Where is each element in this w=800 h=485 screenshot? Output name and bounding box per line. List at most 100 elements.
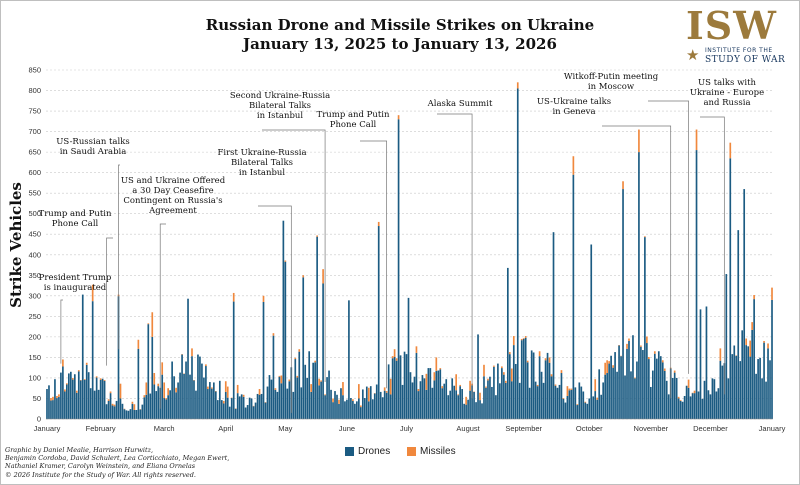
drone-bar	[705, 306, 708, 419]
missile-bar	[677, 396, 680, 399]
drone-bar	[348, 300, 350, 419]
drone-bar	[659, 356, 662, 419]
drone-bar	[352, 400, 354, 419]
drone-bar	[640, 346, 642, 419]
missile-bar	[653, 351, 656, 354]
drone-bar	[765, 381, 767, 419]
drone-bar	[296, 377, 299, 419]
drone-bar	[401, 384, 404, 419]
x-tick-label: September	[505, 424, 542, 433]
missile-bar	[469, 380, 471, 391]
missile-bar	[302, 275, 305, 278]
drone-bar	[757, 359, 759, 419]
drone-bar	[437, 370, 440, 419]
drone-bar	[433, 380, 436, 419]
annotation-leader-line	[118, 164, 120, 350]
drone-bar	[407, 297, 410, 419]
drone-bar	[648, 359, 650, 419]
drone-bar	[403, 351, 406, 419]
missile-bar	[415, 346, 418, 353]
drone-bar	[425, 389, 428, 419]
missile-bar	[648, 357, 650, 360]
drone-bar	[606, 373, 608, 419]
missile-bar	[693, 390, 696, 394]
missile-bar	[338, 399, 340, 404]
drone-bar	[638, 152, 640, 419]
drone-bar	[252, 406, 255, 419]
missile-bar	[332, 398, 334, 403]
missile-bar	[729, 142, 732, 159]
chart-subtitle: January 13, 2025 to January 13, 2026	[243, 35, 557, 53]
drone-bar	[125, 410, 128, 419]
drone-bar	[451, 378, 454, 419]
drone-bar	[371, 399, 374, 419]
drone-bar	[117, 296, 120, 419]
drone-bar	[89, 388, 92, 419]
drone-bar	[715, 391, 718, 419]
annotation-leader-line	[258, 205, 292, 413]
missile-bar	[205, 364, 207, 367]
missile-bar	[352, 399, 354, 401]
drone-bar	[77, 371, 80, 419]
drone-bar	[173, 376, 175, 419]
drone-bar	[187, 298, 189, 419]
annotation-text: US and Ukraine Offered	[121, 176, 226, 186]
drone-bar	[58, 396, 60, 419]
missile-bar	[385, 391, 388, 393]
drone-bar	[340, 388, 342, 419]
drone-bar	[465, 404, 467, 419]
logo-subtitle-line1: INSTITUTE FOR THE	[705, 47, 773, 54]
drone-bar	[439, 369, 442, 419]
drone-bar	[471, 385, 473, 419]
drone-bar	[429, 368, 432, 419]
drone-bar	[653, 353, 656, 419]
drone-bar	[153, 384, 156, 419]
missile-bar	[524, 336, 527, 338]
annotation-leader-line	[700, 116, 725, 395]
missile-bar	[508, 352, 511, 355]
drone-bar	[316, 236, 318, 419]
missile-bar	[284, 260, 287, 262]
drone-bar	[169, 390, 171, 419]
missile-bar	[465, 396, 467, 405]
missile-bar	[137, 339, 140, 349]
drone-bar	[709, 394, 712, 419]
missile-bar	[644, 236, 646, 238]
drone-bar	[361, 389, 364, 419]
drone-bar	[83, 379, 86, 419]
missile-bar	[145, 382, 148, 395]
y-tick-label: 450	[28, 230, 41, 239]
x-tick-label: March	[154, 424, 175, 433]
missile-bar	[143, 395, 146, 398]
drone-bar	[115, 400, 118, 419]
x-tick-label: February	[86, 424, 116, 433]
drone-bar	[503, 374, 505, 419]
drone-bar	[389, 394, 392, 419]
drone-bar	[230, 398, 233, 419]
drone-bar	[681, 401, 684, 419]
missile-bar	[505, 380, 507, 383]
drone-bar	[469, 390, 471, 419]
drone-bar	[512, 345, 515, 419]
drone-bar	[109, 393, 112, 419]
drone-bar	[356, 401, 358, 419]
drone-bar	[544, 360, 547, 419]
drone-bar	[226, 397, 229, 419]
missile-bar	[278, 375, 281, 377]
drone-bar	[630, 371, 632, 419]
y-tick-label: 800	[28, 86, 41, 95]
annotation-text: Bilateral Talks	[249, 101, 311, 111]
missile-bar	[75, 390, 78, 393]
drone-bar	[624, 375, 626, 419]
drone-bar	[147, 324, 150, 419]
drone-bar	[693, 393, 696, 419]
drone-bar	[135, 409, 138, 419]
missile-bar	[719, 348, 722, 361]
missile-bar	[77, 370, 80, 372]
drone-bar	[763, 342, 765, 419]
missile-bar	[207, 386, 209, 390]
y-tick-label: 700	[28, 127, 41, 136]
annotation-leader-line	[60, 299, 63, 364]
missile-bar	[661, 360, 664, 363]
missile-bar	[107, 399, 110, 401]
